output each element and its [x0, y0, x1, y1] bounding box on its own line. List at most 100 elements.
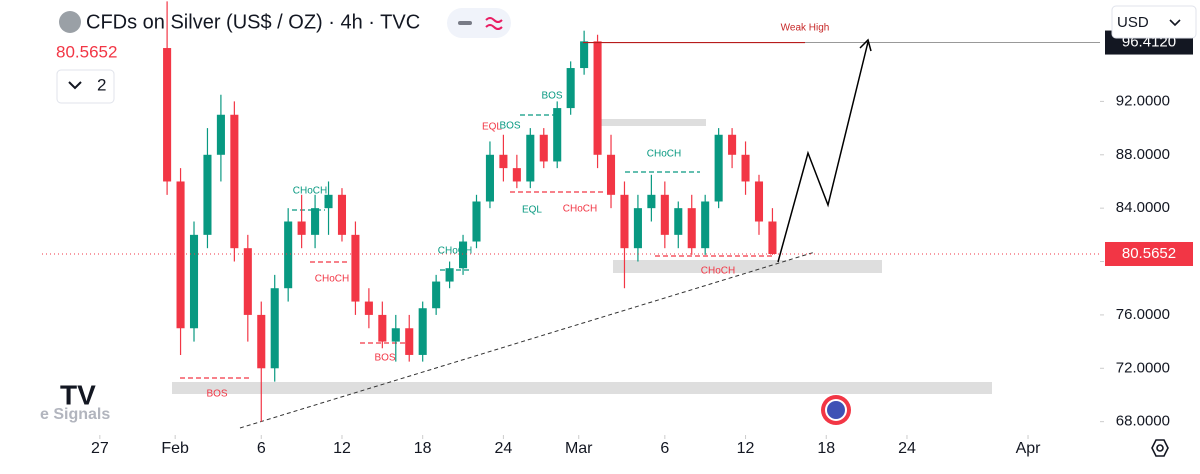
candle-body — [297, 221, 306, 235]
candle-body — [553, 108, 562, 162]
candle-body — [593, 41, 602, 155]
weak-high-label: Weak High — [781, 23, 830, 34]
candle-body — [189, 234, 199, 329]
annotation: EQL — [522, 205, 542, 216]
settings-icon — [1156, 444, 1164, 452]
candle-body — [257, 314, 266, 369]
zone — [172, 382, 992, 394]
x-tick-label: 24 — [898, 440, 916, 457]
candle-body — [459, 241, 468, 269]
x-tick-label: Feb — [161, 440, 189, 457]
candle-body — [754, 181, 764, 222]
candle-body — [405, 328, 414, 355]
candle-body — [647, 194, 656, 209]
candle-body — [351, 234, 360, 302]
candle-body — [485, 154, 494, 202]
candle-body — [566, 68, 575, 109]
candle-body — [203, 154, 212, 235]
plot-area: 68.000072.000076.000080.000084.000088.00… — [42, 1, 1193, 457]
candle-body — [728, 134, 737, 155]
candle-body — [580, 41, 589, 69]
currency-label: USD — [1117, 14, 1149, 31]
x-tick-label: 6 — [257, 440, 266, 457]
candle-body — [539, 134, 548, 162]
candle-body — [512, 168, 521, 182]
annotation: CHoCH — [563, 204, 597, 215]
x-tick-label: Apr — [1016, 440, 1042, 457]
annotation: CHoCH — [647, 149, 681, 160]
candle-body — [687, 208, 696, 249]
candle-body — [337, 194, 347, 235]
y-tick-label: 92.0000 — [1116, 92, 1170, 109]
candle-body — [432, 281, 441, 309]
annotation: CHoCH — [315, 274, 349, 285]
chevron-icon — [1169, 19, 1181, 27]
candle-body — [445, 268, 454, 282]
x-tick-label: Mar — [565, 440, 593, 457]
candle-body — [364, 301, 373, 315]
candle-body — [633, 208, 642, 249]
annotation: BOS — [499, 121, 520, 132]
last-price-label: 80.5652 — [56, 42, 117, 61]
currency-select[interactable] — [1111, 5, 1197, 39]
watermark: e Signals — [40, 406, 110, 423]
overlay: CFDs on Silver (US$ / OZ) · 4h · TVC 80.… — [40, 5, 1197, 457]
projection-head — [859, 38, 872, 52]
candle-body — [606, 154, 616, 195]
candle-body — [378, 314, 387, 342]
annotation: EQL — [482, 122, 502, 133]
candle-body — [243, 248, 252, 315]
annotation: CHoCH — [293, 186, 327, 197]
candle-body — [660, 194, 669, 235]
annotation: BOS — [374, 353, 395, 364]
y-tick-label: 72.0000 — [1116, 359, 1170, 376]
settings-icon[interactable] — [1151, 439, 1169, 457]
annotation: CHoCH — [701, 266, 735, 277]
candle-body — [714, 134, 723, 202]
candle-body — [216, 114, 225, 155]
candle-body — [418, 308, 427, 355]
x-tick-label: 24 — [495, 440, 513, 457]
candle-body — [472, 201, 481, 242]
zone — [613, 260, 882, 273]
projection — [777, 41, 869, 263]
annotation: BOS — [206, 389, 227, 400]
event-icon — [827, 401, 845, 419]
x-tick-label: 27 — [91, 440, 109, 457]
y-tick-label: 76.0000 — [1116, 306, 1170, 323]
y-tick-label: 88.0000 — [1116, 146, 1170, 163]
candle-body — [741, 154, 750, 182]
candle-body — [324, 194, 333, 209]
annotation: BOS — [541, 91, 562, 102]
chart-title: CFDs on Silver (US$ / OZ) · 4h · TVC — [86, 11, 420, 33]
toggle-icon — [458, 21, 472, 25]
tv-logo: TV — [60, 379, 96, 410]
zone — [600, 119, 706, 126]
annotation: CHoCH — [438, 246, 472, 257]
candle-body — [701, 201, 710, 249]
candle-body — [620, 194, 629, 249]
x-tick-label: 6 — [660, 440, 669, 457]
last-price-box — [1105, 241, 1193, 266]
y-tick-label: 84.0000 — [1116, 199, 1170, 216]
candle-body — [526, 134, 535, 182]
candle-body — [768, 221, 777, 254]
price-box — [55, 40, 123, 64]
last-price-axis-label: 80.5652 — [1122, 245, 1176, 262]
chevron-icon — [68, 81, 82, 90]
trend-line — [239, 251, 816, 429]
x-tick-label: 12 — [333, 440, 351, 457]
candle-body — [674, 208, 683, 235]
candle-body — [311, 208, 320, 235]
candle-body — [163, 48, 172, 182]
candle-body — [270, 288, 279, 369]
indicator-toggle[interactable] — [56, 69, 115, 104]
toggle[interactable] — [447, 8, 511, 38]
x-tick-label: 18 — [414, 440, 432, 457]
x-tick-label: 18 — [817, 440, 835, 457]
x-tick-label: 12 — [737, 440, 755, 457]
symbol-icon — [59, 11, 81, 33]
y-tick-label: 68.0000 — [1116, 413, 1170, 430]
toggle-icon — [485, 17, 503, 30]
